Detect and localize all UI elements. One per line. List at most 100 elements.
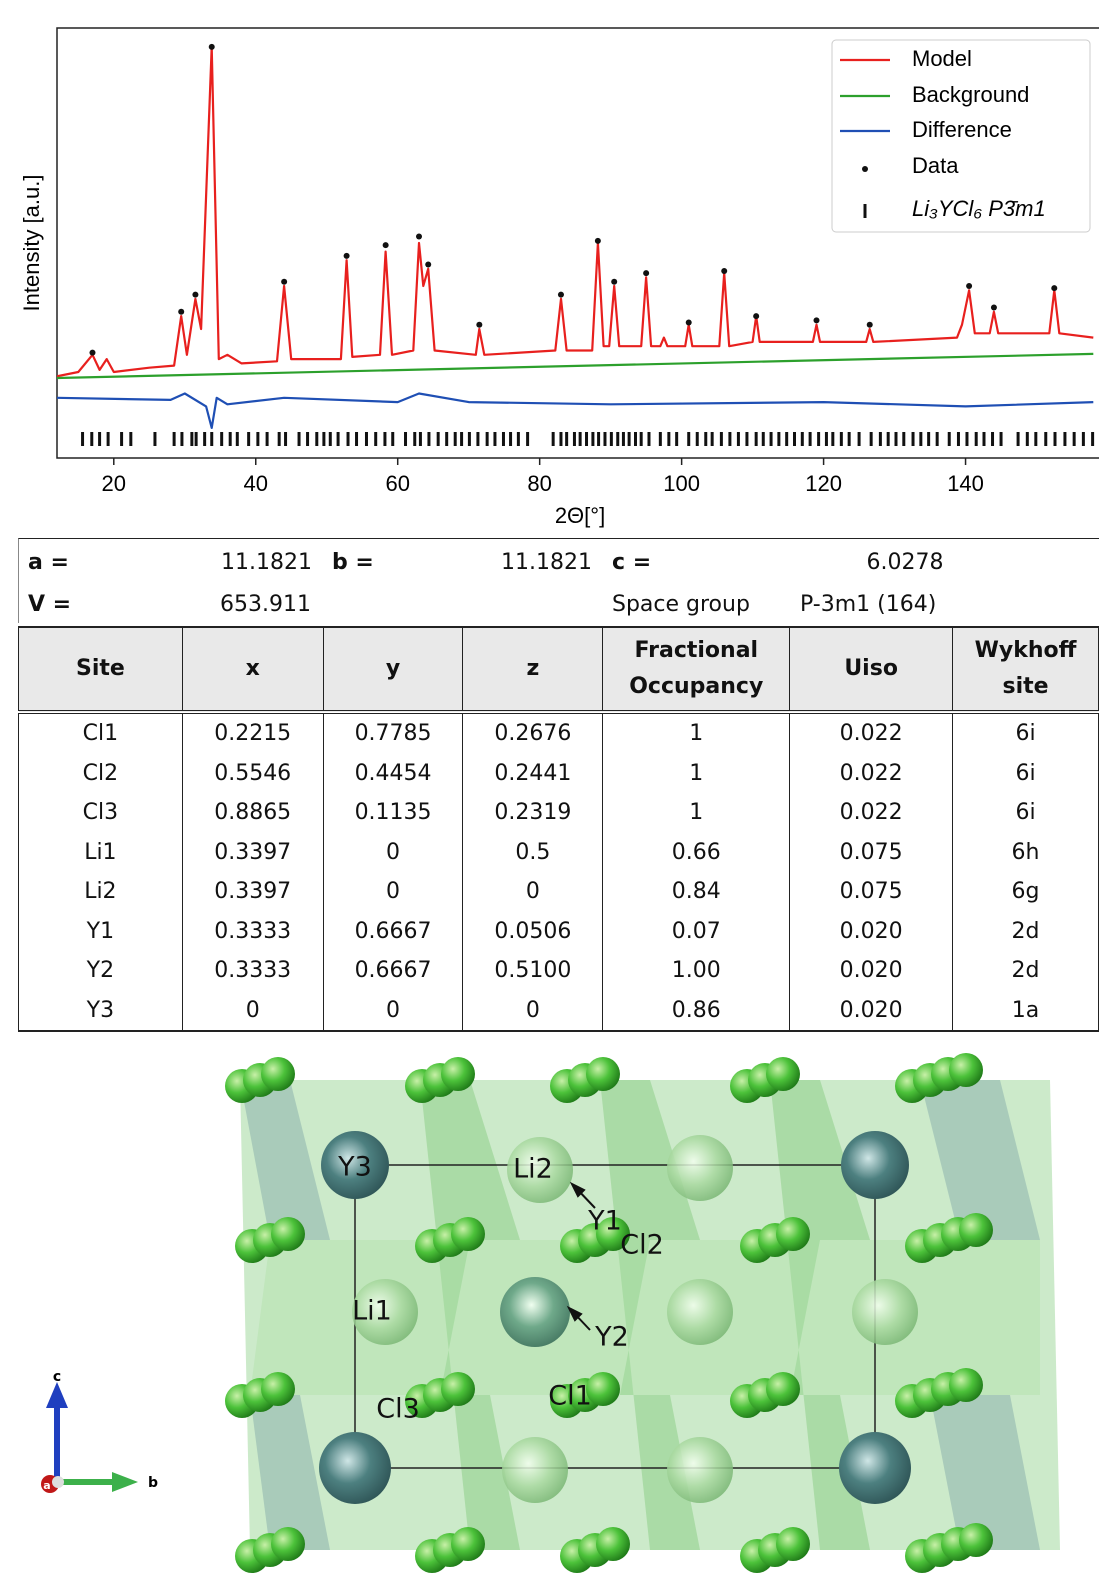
x-tick-label: 100 bbox=[663, 471, 700, 496]
legend-label: Model bbox=[912, 46, 972, 71]
table-cell: 6i bbox=[952, 793, 1099, 833]
table-cell: Li1 bbox=[18, 832, 183, 872]
data-point bbox=[208, 43, 215, 50]
table-row: Y1 0.3333 0.6667 0.0506 0.07 0.020 2d bbox=[18, 911, 1099, 951]
lattice-value: P-3m1 (164) bbox=[800, 592, 937, 617]
legend-swatch bbox=[862, 166, 868, 172]
table-cell: 2d bbox=[952, 911, 1099, 951]
table-cell: 0.022 bbox=[789, 793, 954, 833]
table-cell: 6i bbox=[952, 712, 1099, 754]
table-cell: 0.022 bbox=[789, 753, 954, 793]
series-line bbox=[57, 392, 1094, 429]
table-cell: 0.84 bbox=[602, 872, 791, 912]
legend-label: Difference bbox=[912, 117, 1012, 142]
cl-atom bbox=[776, 1527, 810, 1561]
table-cell: 0.8865 bbox=[181, 793, 324, 833]
atom-label: Y1 bbox=[587, 1206, 622, 1237]
data-point bbox=[721, 267, 728, 274]
legend-box bbox=[831, 39, 1091, 233]
data-point bbox=[685, 319, 692, 326]
data-point bbox=[643, 270, 650, 277]
x-tick-label: 40 bbox=[244, 471, 268, 496]
lattice-value: 653.911 bbox=[220, 592, 311, 617]
cl-atom bbox=[949, 1368, 983, 1402]
cl-atom bbox=[586, 1057, 620, 1091]
cl-atom bbox=[441, 1372, 475, 1406]
table-cell: 0.2441 bbox=[462, 753, 604, 793]
table-cell: 6g bbox=[952, 872, 1099, 912]
table-cell: Cl2 bbox=[18, 753, 183, 793]
series-line bbox=[57, 45, 1094, 378]
refinement-chart: Intensity [a.u.] 2Θ[°] 20 40 60 80 100 120 140… bbox=[19, 27, 1099, 528]
cl-atom bbox=[261, 1372, 295, 1406]
table-cell: 0.5546 bbox=[181, 753, 324, 793]
atom-label: Li1 bbox=[352, 1296, 392, 1327]
axis-label: a bbox=[43, 1479, 50, 1492]
data-point bbox=[557, 291, 564, 298]
data-point bbox=[281, 278, 288, 285]
header-cell: z bbox=[462, 626, 604, 714]
site-table: Site x y z Fractional Occupancy Uiso Wykhoff s… bbox=[18, 626, 1099, 1032]
cl-atom bbox=[596, 1527, 630, 1561]
cl-atom bbox=[451, 1217, 485, 1251]
table-row: Cl1 0.2215 0.7785 0.2676 1 0.022 6i bbox=[18, 712, 1099, 754]
cl-atom bbox=[261, 1057, 295, 1091]
table-cell: Y2 bbox=[18, 951, 183, 991]
cl-atom bbox=[586, 1372, 620, 1406]
table-cell: 0.020 bbox=[789, 911, 954, 951]
table-cell: 0.3333 bbox=[181, 951, 324, 991]
table-cell: 0.4454 bbox=[322, 753, 464, 793]
cl-atom bbox=[766, 1372, 800, 1406]
table-row: Li1 0.3397 0 0.5 0.66 0.075 6h bbox=[18, 832, 1099, 872]
table-cell: 0.1135 bbox=[322, 793, 464, 833]
table-cell: 0 bbox=[462, 872, 604, 912]
cl-atom bbox=[451, 1527, 485, 1561]
lattice-label: V = bbox=[28, 592, 72, 617]
cl-atom bbox=[776, 1217, 810, 1251]
lattice-label: c = bbox=[612, 550, 652, 575]
table-cell: 2d bbox=[952, 951, 1099, 991]
table-cell: 0.07 bbox=[602, 911, 791, 951]
header-cell: Wykhoff site bbox=[952, 626, 1099, 714]
table-cell: 0.2319 bbox=[462, 793, 604, 833]
table-cell: 0.6667 bbox=[322, 951, 464, 991]
table-cell: 0.022 bbox=[789, 712, 954, 754]
table-cell: Y1 bbox=[18, 911, 183, 951]
cl-atom bbox=[271, 1527, 305, 1561]
atom-label: Cl3 bbox=[376, 1394, 420, 1425]
atom-label: Y2 bbox=[594, 1322, 629, 1353]
data-point bbox=[425, 261, 432, 268]
atom-label: Y3 bbox=[337, 1152, 372, 1183]
plot-area bbox=[57, 43, 1095, 446]
table-cell: 0.0506 bbox=[462, 911, 604, 951]
table-row: Y3 0 0 0 0.86 0.020 1a bbox=[18, 990, 1099, 1032]
x-tick-label: 80 bbox=[527, 471, 551, 496]
lattice-value: 11.1821 bbox=[221, 550, 312, 575]
data-point bbox=[192, 291, 199, 298]
table-cell: 0 bbox=[181, 990, 324, 1032]
x-tick-label: 60 bbox=[385, 471, 409, 496]
atom-label: Cl1 bbox=[548, 1381, 592, 1412]
table-cell: 0.3397 bbox=[181, 872, 324, 912]
x-tick-label: 20 bbox=[102, 471, 126, 496]
header-cell: y bbox=[322, 626, 464, 714]
data-point bbox=[753, 313, 760, 320]
table-cell: 0 bbox=[462, 990, 604, 1032]
data-point bbox=[343, 252, 350, 259]
atom-label: Li2 bbox=[513, 1154, 553, 1185]
cl-atom bbox=[271, 1217, 305, 1251]
legend-label: Data bbox=[912, 153, 959, 178]
data-point bbox=[990, 304, 997, 311]
atom-label: Cl2 bbox=[620, 1230, 664, 1261]
table-cell: 0.3397 bbox=[181, 832, 324, 872]
header-row: Site x y z Fractional Occupancy Uiso Wykhoff s… bbox=[18, 626, 1099, 714]
atoms bbox=[319, 1131, 918, 1504]
cl-atom bbox=[596, 1217, 630, 1251]
table-cell: 6i bbox=[952, 753, 1099, 793]
table-cell: 0.7785 bbox=[322, 712, 464, 754]
x-axis-label: 2Θ[°] bbox=[555, 503, 605, 528]
cl-atom bbox=[959, 1213, 993, 1247]
table-cell: 0.86 bbox=[602, 990, 791, 1032]
y-axis-label: Intensity [a.u.] bbox=[19, 175, 44, 312]
axis-label: c bbox=[53, 1369, 61, 1385]
